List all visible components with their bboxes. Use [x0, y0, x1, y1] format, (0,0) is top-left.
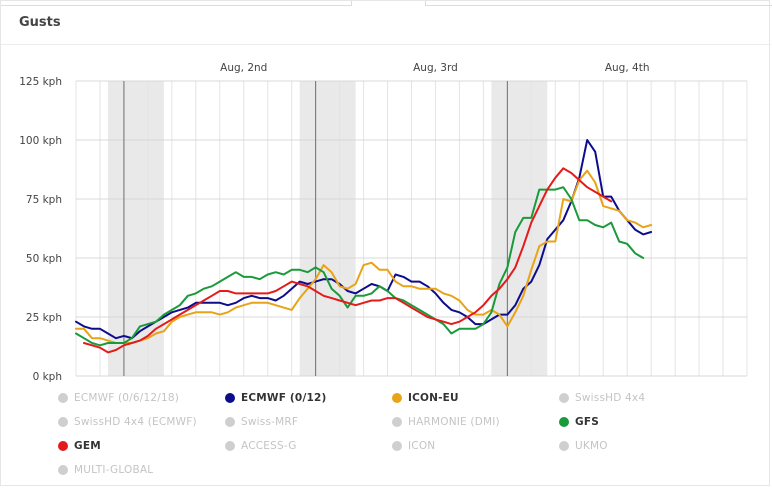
- legend-dot-icon: [225, 417, 235, 427]
- y-tick-label: 125 kph: [19, 76, 62, 88]
- legend-label: MULTI-GLOBAL: [74, 464, 154, 476]
- legend-item-ecmwf-0-6-12-18[interactable]: ECMWF (0/6/12/18): [58, 392, 179, 404]
- legend-dot-icon: [392, 393, 402, 403]
- night-band: [107, 81, 164, 376]
- legend-item-icon-eu[interactable]: ICON-EU: [392, 392, 459, 404]
- tab-border-left: [1, 1, 351, 6]
- series-line-icon-eu: [75, 169, 653, 344]
- legend-label: GEM: [74, 440, 101, 452]
- panel-title: Gusts: [19, 15, 61, 30]
- y-tick-label: 0 kph: [33, 371, 62, 383]
- night-band: [299, 81, 356, 376]
- legend-dot-icon: [392, 417, 402, 427]
- date-label: Aug, 4th: [605, 62, 650, 74]
- legend-dot-icon: [58, 417, 68, 427]
- legend-item-swiss-mrf[interactable]: Swiss-MRF: [225, 416, 298, 428]
- legend-dot-icon: [225, 393, 235, 403]
- legend-item-multi-global[interactable]: MULTI-GLOBAL: [58, 464, 153, 476]
- legend-label: ICON-EU: [408, 392, 459, 404]
- y-tick-label: 75 kph: [26, 194, 62, 206]
- legend-label: ACCESS-G: [241, 440, 297, 452]
- legend-dot-icon: [58, 465, 68, 475]
- night-band: [491, 81, 548, 376]
- legend-item-gem[interactable]: GEM: [58, 440, 101, 452]
- legend-item-access-g[interactable]: ACCESS-G: [225, 440, 297, 452]
- legend-label: GFS: [575, 416, 599, 428]
- legend-label: ECMWF (0/6/12/18): [74, 392, 180, 404]
- legend-dot-icon: [559, 441, 569, 451]
- legend-item-ecmwf-0-12[interactable]: ECMWF (0/12): [225, 392, 327, 404]
- date-label: Aug, 3rd: [413, 62, 458, 74]
- legend-dot-icon: [559, 393, 569, 403]
- legend-label: Swiss-MRF: [241, 416, 299, 428]
- legend-label: SwissHD 4x4 (ECMWF): [74, 416, 197, 428]
- legend-item-harmonie-dmi[interactable]: HARMONIE (DMI): [392, 416, 500, 428]
- legend-dot-icon: [225, 441, 235, 451]
- legend-label: ECMWF (0/12): [241, 392, 327, 404]
- legend-item-gfs[interactable]: GFS: [559, 416, 599, 428]
- legend-dot-icon: [58, 393, 68, 403]
- legend-label: HARMONIE (DMI): [408, 416, 500, 428]
- legend-label: ICON: [408, 440, 436, 452]
- legend-dot-icon: [58, 441, 68, 451]
- legend-dot-icon: [559, 417, 569, 427]
- title-divider: [1, 44, 771, 45]
- legend-item-swisshd-4x4-ecmwf[interactable]: SwissHD 4x4 (ECMWF): [58, 416, 197, 428]
- legend-item-icon[interactable]: ICON: [392, 440, 435, 452]
- legend-item-swisshd-4x4[interactable]: SwissHD 4x4: [559, 392, 645, 404]
- legend-label: UKMO: [575, 440, 608, 452]
- active-tab-edge[interactable]: [351, 1, 426, 6]
- tab-border-right: [426, 1, 772, 6]
- legend-dot-icon: [392, 441, 402, 451]
- y-tick-label: 25 kph: [26, 312, 62, 324]
- legend-item-ukmo[interactable]: UKMO: [559, 440, 608, 452]
- series-line-gfs: [75, 186, 645, 347]
- y-tick-label: 100 kph: [19, 135, 62, 147]
- y-tick-label: 50 kph: [26, 253, 62, 265]
- date-label: Aug, 2nd: [220, 62, 267, 74]
- legend-label: SwissHD 4x4: [575, 392, 646, 404]
- series-line-gem: [83, 167, 613, 354]
- series-line-ecmwf-0-12: [75, 139, 653, 340]
